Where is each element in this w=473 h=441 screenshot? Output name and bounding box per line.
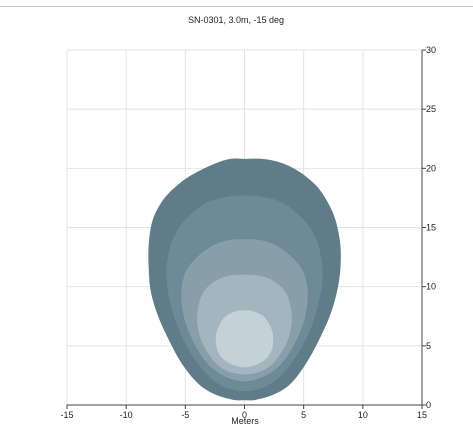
x-tick-label: 10 <box>358 410 368 420</box>
chart-title: SN-0301, 3.0m, -15 deg <box>188 15 284 25</box>
x-tick-label: -5 <box>181 410 189 420</box>
x-tick-label: 0 <box>242 410 247 420</box>
x-tick-label: -15 <box>60 410 73 420</box>
x-tick-label: -10 <box>120 410 133 420</box>
x-tick-label: 15 <box>417 410 427 420</box>
y-tick-label: 10 <box>426 282 436 292</box>
contour-level-5 <box>215 310 274 368</box>
header-divider <box>0 6 473 7</box>
y-tick-label: 30 <box>426 45 436 55</box>
y-tick-label: 20 <box>426 163 436 173</box>
y-tick-label: 15 <box>426 223 436 233</box>
contour-levels <box>148 158 341 401</box>
x-tick-label: 5 <box>301 410 306 420</box>
y-tick-label: 0 <box>426 400 431 410</box>
x-axis-label: Meters <box>231 416 259 426</box>
y-axis-ticks: 0 5 10 15 20 25 30 <box>422 45 436 410</box>
x-axis-ticks: -15 -10 -5 0 5 10 15 <box>60 405 427 420</box>
y-tick-label: 25 <box>426 104 436 114</box>
y-tick-label: 5 <box>426 341 431 351</box>
